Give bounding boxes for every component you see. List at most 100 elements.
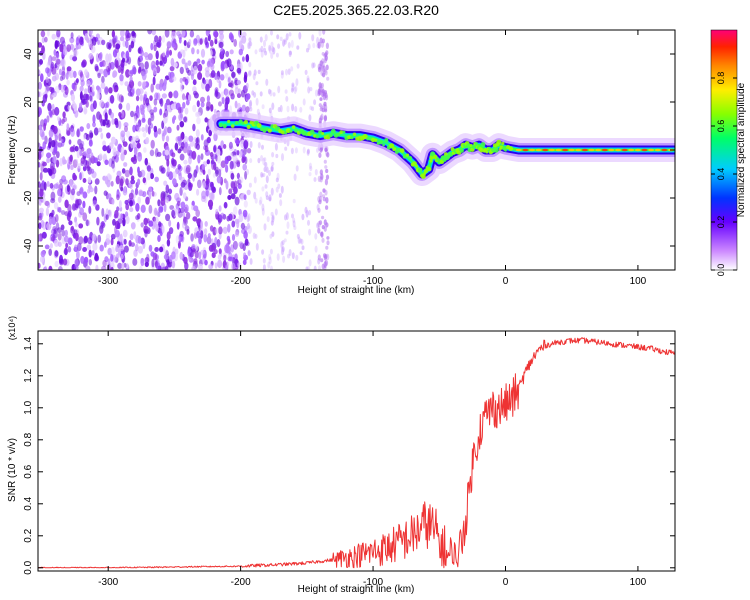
noise-blob <box>280 70 284 76</box>
noise-blob <box>218 168 222 178</box>
noise-blob <box>187 145 191 154</box>
noise-blob <box>156 151 162 157</box>
noise-blob <box>135 122 140 131</box>
noise-blob <box>40 250 46 258</box>
noise-blob <box>118 248 121 256</box>
noise-blob <box>249 106 253 112</box>
noise-blob <box>248 37 252 43</box>
snr-plot-area <box>38 331 675 571</box>
y-tick-label: 1.4 <box>23 336 34 350</box>
noise-blob <box>238 214 244 223</box>
noise-blob <box>116 194 120 201</box>
noise-blob <box>320 231 324 238</box>
noise-blob <box>283 38 287 43</box>
noise-blob <box>43 181 47 191</box>
noise-blob <box>99 244 104 252</box>
noise-blob <box>282 255 286 263</box>
noise-blob <box>140 169 146 178</box>
noise-blob <box>134 110 138 117</box>
noise-blob <box>235 139 241 145</box>
noise-blob <box>55 52 60 59</box>
snr-x-label: Height of straight line (km) <box>298 584 415 595</box>
noise-blob <box>170 31 176 40</box>
noise-blob <box>176 207 180 214</box>
noise-blob <box>42 197 46 204</box>
noise-blob <box>182 77 187 82</box>
noise-blob <box>270 30 273 36</box>
noise-blob <box>154 176 159 183</box>
noise-blob <box>196 111 202 117</box>
ridge-speckle <box>446 154 451 159</box>
noise-blob <box>188 182 192 187</box>
noise-blob <box>104 86 109 95</box>
noise-blob <box>324 178 328 186</box>
chart-title: C2E5.2025.365.22.03.R20 <box>273 2 439 18</box>
noise-blob <box>149 109 155 115</box>
noise-blob <box>192 79 197 86</box>
noise-blob <box>133 146 138 156</box>
noise-blob <box>222 213 227 220</box>
noise-blob <box>253 176 257 184</box>
noise-blob <box>325 197 329 204</box>
noise-blob <box>265 166 269 174</box>
noise-blob <box>52 226 57 232</box>
noise-blob <box>234 196 240 206</box>
noise-blob <box>162 51 166 58</box>
noise-blob <box>191 47 195 55</box>
noise-blob <box>110 180 114 187</box>
noise-blob <box>322 196 326 202</box>
noise-blob <box>263 166 267 172</box>
ridge-speckle <box>412 161 417 166</box>
noise-blob <box>88 130 93 139</box>
noise-blob <box>245 54 250 63</box>
noise-blob <box>271 46 275 53</box>
noise-blob <box>241 156 246 164</box>
ridge-speckle <box>474 142 478 146</box>
noise-blob <box>204 259 208 266</box>
noise-blob <box>72 56 78 62</box>
noise-blob <box>212 172 216 178</box>
noise-blob <box>96 92 101 100</box>
noise-blob <box>62 156 66 165</box>
noise-blob <box>53 202 59 210</box>
noise-blob <box>299 106 303 113</box>
noise-blob <box>230 80 234 89</box>
noise-blob <box>78 236 84 245</box>
noise-blob <box>88 258 93 266</box>
noise-blob <box>114 229 120 238</box>
noise-blob <box>150 173 154 180</box>
noise-blob <box>237 183 242 190</box>
noise-blob <box>243 140 249 149</box>
ridge-speckle <box>417 167 423 173</box>
noise-blob <box>69 37 75 44</box>
noise-blob <box>57 241 62 247</box>
noise-blob <box>126 102 131 111</box>
colorbar-tick-label: 0.2 <box>716 216 726 229</box>
noise-blob <box>239 194 245 201</box>
x-tick-label: 0 <box>503 276 509 287</box>
noise-blob <box>180 207 185 214</box>
noise-blob <box>170 103 177 110</box>
noise-blob <box>93 157 98 164</box>
noise-blob <box>289 50 292 56</box>
noise-blob <box>225 245 231 254</box>
noise-blob <box>306 75 310 82</box>
noise-blob <box>39 59 43 65</box>
noise-blob <box>148 204 153 214</box>
noise-blob <box>224 101 229 111</box>
noise-blob <box>90 45 96 54</box>
ridge-speckle <box>342 130 346 134</box>
noise-blob <box>46 115 50 123</box>
ridge-speckle <box>318 130 323 135</box>
noise-blob <box>85 153 91 159</box>
noise-blob <box>312 42 316 49</box>
noise-blob <box>124 199 129 205</box>
noise-blob <box>61 59 65 66</box>
noise-blob <box>149 149 155 157</box>
x-tick-label: 100 <box>630 276 647 287</box>
noise-blob <box>261 203 265 212</box>
noise-blob <box>192 216 198 222</box>
noise-blob <box>231 220 236 228</box>
ridge-speckle <box>405 153 410 157</box>
noise-blob <box>308 259 312 267</box>
